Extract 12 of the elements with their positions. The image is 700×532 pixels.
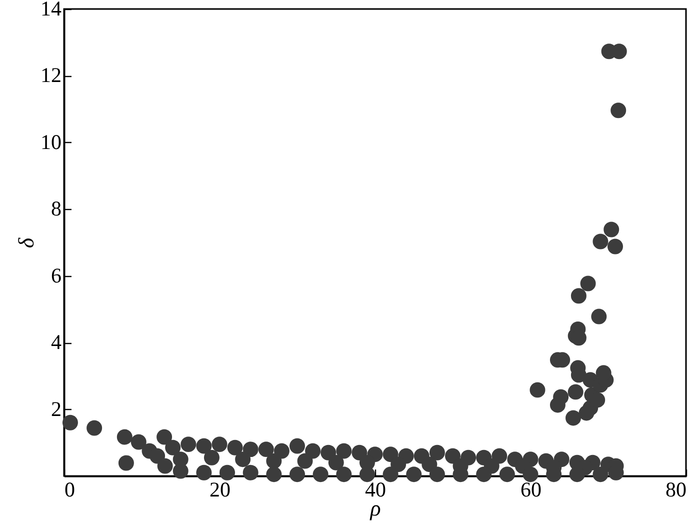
y-tick-label: 2 [51, 396, 62, 421]
y-tick-label: 10 [40, 130, 62, 154]
x-tick-label: 20 [210, 478, 230, 502]
y-tick-label: 12 [40, 63, 62, 88]
y-axis-title: δ [14, 237, 38, 248]
x-tick-label: 60 [520, 478, 542, 502]
x-tick-label: 0 [64, 478, 75, 502]
y-tick-label: 8 [51, 196, 62, 221]
y-tick-label: 4 [51, 330, 62, 354]
y-tick-label: 14 [40, 0, 62, 20]
y-tick-label: 6 [51, 263, 62, 288]
x-tick-label: 80 [666, 478, 686, 502]
